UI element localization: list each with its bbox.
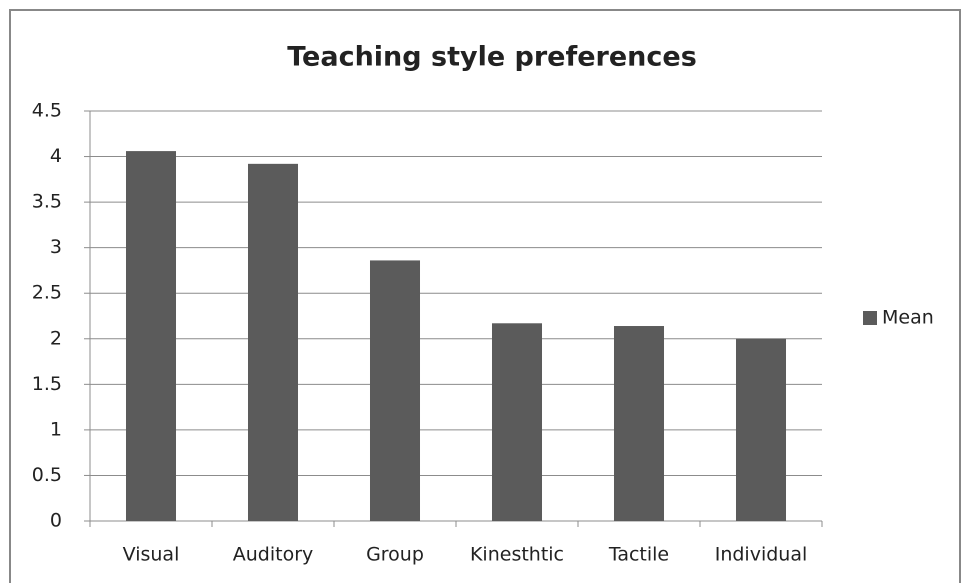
bar [369,260,421,521]
legend-swatch [863,311,877,325]
chart-border [9,9,961,583]
x-tick-label: Auditory [233,544,314,566]
x-tick-label: Visual [123,544,180,566]
y-tick-label: 1.5 [32,373,62,395]
y-tick-label: 0.5 [32,464,62,486]
bar [247,163,299,521]
y-tick-label: 3 [50,236,62,258]
y-tick-label: 3.5 [32,191,62,213]
y-tick-label: 4 [50,145,62,167]
x-tick-label: Group [366,544,424,566]
x-tick-label: Tactile [608,544,669,566]
y-tick-label: 2.5 [32,282,62,304]
y-tick-label: 0 [50,510,62,532]
x-tick-label: Individual [715,544,808,566]
y-tick-label: 1 [50,418,62,440]
bar [613,326,665,521]
bar [125,151,177,522]
y-tick-label: 2 [50,327,62,349]
y-tick-label: 4.5 [32,100,62,122]
x-tick-label: Kinesthtic [470,544,564,566]
legend-label: Mean [882,307,934,329]
bar [491,323,543,521]
bar [735,338,787,521]
chart-title: Teaching style preferences [287,42,697,73]
